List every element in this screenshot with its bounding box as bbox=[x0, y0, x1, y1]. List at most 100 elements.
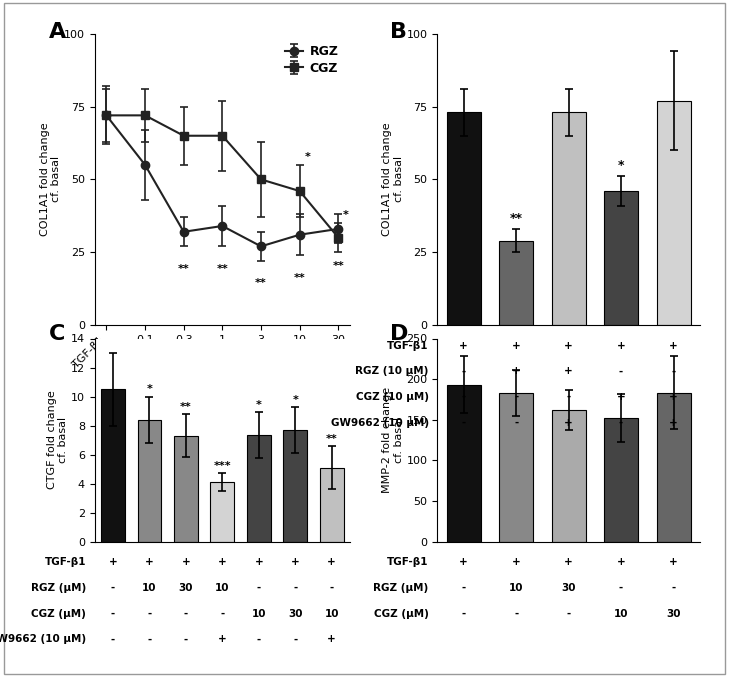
Text: 30: 30 bbox=[666, 609, 681, 619]
Text: +: + bbox=[617, 341, 625, 351]
Bar bbox=[247, 435, 270, 542]
Text: +: + bbox=[564, 557, 573, 567]
Text: +: + bbox=[291, 557, 300, 567]
Text: 10: 10 bbox=[509, 583, 523, 593]
Text: -: - bbox=[461, 583, 466, 593]
Legend: RGZ, CGZ: RGZ, CGZ bbox=[280, 40, 343, 80]
Bar bbox=[101, 389, 125, 542]
Text: +: + bbox=[564, 341, 573, 351]
Text: CGZ (μM): CGZ (μM) bbox=[31, 609, 86, 619]
Text: -: - bbox=[514, 392, 518, 402]
Text: *: * bbox=[343, 210, 349, 220]
Text: C: C bbox=[49, 324, 65, 345]
Text: -: - bbox=[220, 609, 225, 619]
Text: -: - bbox=[330, 583, 334, 593]
Text: -: - bbox=[619, 583, 623, 593]
Text: A: A bbox=[49, 22, 66, 42]
Text: TGF-β1: TGF-β1 bbox=[387, 557, 429, 567]
Y-axis label: COL1A1 fold change
cf. basal: COL1A1 fold change cf. basal bbox=[382, 123, 404, 236]
Text: RGZ (10 μM): RGZ (10 μM) bbox=[355, 366, 429, 376]
Text: -: - bbox=[293, 634, 297, 645]
Text: +: + bbox=[512, 341, 521, 351]
Text: -: - bbox=[111, 609, 115, 619]
Text: GW9662 (10 μM): GW9662 (10 μM) bbox=[330, 418, 429, 428]
Bar bbox=[447, 112, 480, 325]
Text: +: + bbox=[218, 557, 227, 567]
Text: 10: 10 bbox=[142, 583, 157, 593]
Text: -: - bbox=[671, 366, 676, 376]
Text: GW9662 (10 μM): GW9662 (10 μM) bbox=[0, 634, 86, 645]
Text: +: + bbox=[669, 392, 678, 402]
Bar bbox=[320, 468, 343, 542]
Text: -: - bbox=[461, 609, 466, 619]
Bar bbox=[138, 420, 161, 542]
Text: -: - bbox=[111, 583, 115, 593]
Text: **: ** bbox=[255, 278, 267, 288]
Y-axis label: COL1A1 fold change
cf. basal: COL1A1 fold change cf. basal bbox=[39, 123, 61, 236]
Text: *: * bbox=[256, 399, 262, 410]
Text: +: + bbox=[254, 557, 263, 567]
Text: -: - bbox=[147, 609, 152, 619]
Bar bbox=[284, 430, 307, 542]
Text: -: - bbox=[293, 583, 297, 593]
Text: -: - bbox=[147, 634, 152, 645]
Text: +: + bbox=[327, 557, 336, 567]
Text: CGZ (10 μM): CGZ (10 μM) bbox=[356, 392, 429, 402]
Text: *: * bbox=[618, 159, 624, 172]
Text: **: ** bbox=[332, 261, 344, 271]
Text: +: + bbox=[218, 634, 227, 645]
Bar bbox=[499, 240, 533, 325]
Text: TGF-β1: TGF-β1 bbox=[387, 341, 429, 351]
Text: RGZ (μM): RGZ (μM) bbox=[373, 583, 429, 593]
Text: +: + bbox=[617, 557, 625, 567]
Text: **: ** bbox=[326, 434, 338, 443]
Text: +: + bbox=[512, 366, 521, 376]
Text: -: - bbox=[257, 583, 261, 593]
Y-axis label: CTGF fold change
cf. basal: CTGF fold change cf. basal bbox=[47, 391, 68, 489]
Text: +: + bbox=[669, 557, 678, 567]
Text: +: + bbox=[109, 557, 117, 567]
Text: -: - bbox=[514, 418, 518, 428]
Text: -: - bbox=[671, 583, 676, 593]
Text: 30: 30 bbox=[288, 609, 303, 619]
Text: **: ** bbox=[294, 273, 305, 282]
Text: +: + bbox=[327, 634, 336, 645]
Text: 10: 10 bbox=[324, 609, 339, 619]
X-axis label: + [thiazolidinedione] μM: + [thiazolidinedione] μM bbox=[154, 376, 291, 385]
Text: -: - bbox=[566, 609, 571, 619]
Bar bbox=[657, 101, 690, 325]
Text: 10: 10 bbox=[215, 583, 230, 593]
Bar bbox=[499, 393, 533, 542]
Text: -: - bbox=[184, 609, 188, 619]
Text: B: B bbox=[390, 22, 408, 42]
Text: +: + bbox=[145, 557, 154, 567]
Text: 30: 30 bbox=[179, 583, 193, 593]
Bar bbox=[552, 410, 585, 542]
Text: D: D bbox=[390, 324, 408, 345]
Text: +: + bbox=[617, 392, 625, 402]
Bar bbox=[211, 482, 234, 542]
Text: +: + bbox=[564, 418, 573, 428]
Text: +: + bbox=[512, 557, 521, 567]
Text: **: ** bbox=[217, 264, 228, 274]
Text: -: - bbox=[514, 609, 518, 619]
Text: **: ** bbox=[178, 264, 190, 274]
Text: *: * bbox=[305, 152, 311, 162]
Text: -: - bbox=[619, 366, 623, 376]
Text: CGZ (μM): CGZ (μM) bbox=[374, 609, 429, 619]
Text: +: + bbox=[459, 557, 468, 567]
Text: -: - bbox=[461, 418, 466, 428]
Text: -: - bbox=[619, 418, 623, 428]
Text: ***: *** bbox=[214, 461, 231, 471]
Bar bbox=[604, 418, 638, 542]
Text: +: + bbox=[459, 341, 468, 351]
Bar bbox=[604, 191, 638, 325]
Text: **: ** bbox=[510, 211, 523, 225]
Text: +: + bbox=[564, 366, 573, 376]
Text: TGF-β1: TGF-β1 bbox=[44, 557, 86, 567]
Bar bbox=[174, 436, 198, 542]
Text: -: - bbox=[461, 392, 466, 402]
Text: RGZ (μM): RGZ (μM) bbox=[31, 583, 86, 593]
Text: *: * bbox=[147, 385, 152, 394]
Text: 10: 10 bbox=[252, 609, 266, 619]
